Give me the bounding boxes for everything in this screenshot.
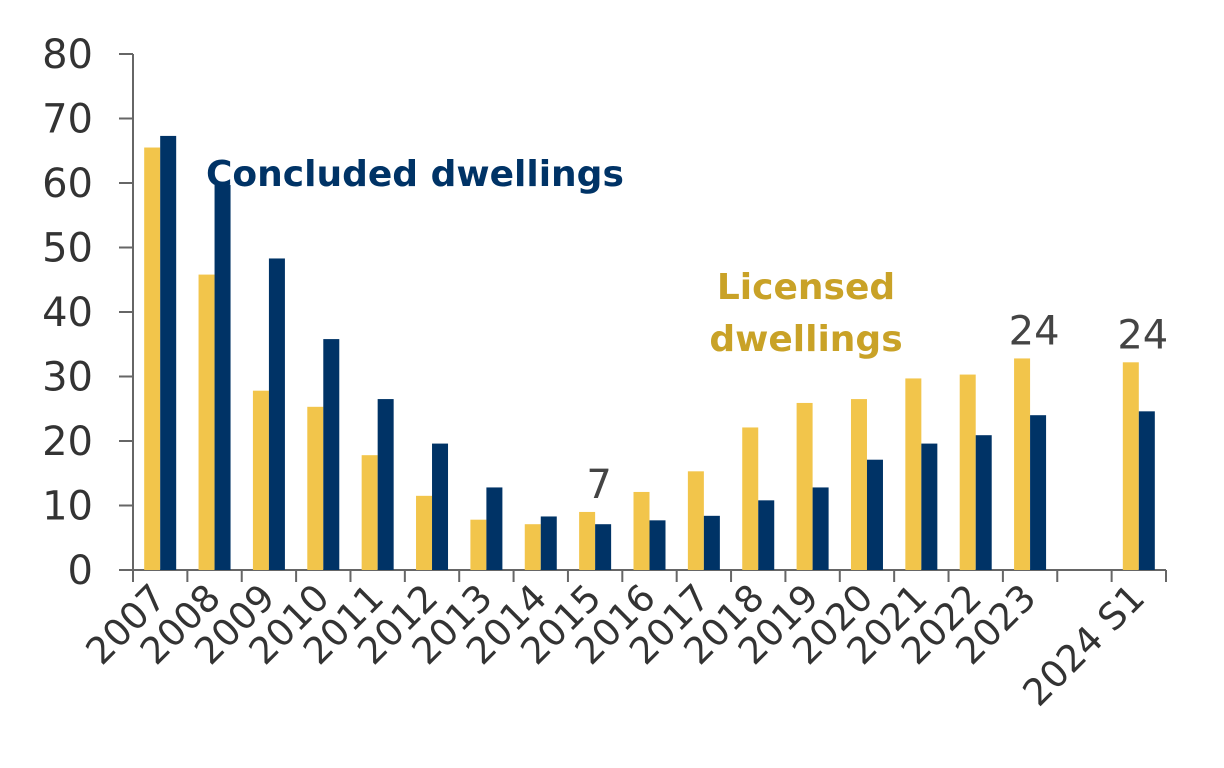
concluded-bar (160, 135, 177, 571)
concluded-bar (921, 443, 938, 570)
licensed-bar (1014, 358, 1031, 570)
concluded-bar (323, 339, 340, 570)
x-tick-label: 2024 S1 (1015, 576, 1154, 715)
concluded-bar (1030, 415, 1047, 570)
licensed-bar (252, 390, 269, 570)
licensed-bar (579, 511, 596, 570)
licensed-bar (742, 427, 759, 570)
licensed-bar (959, 374, 976, 570)
licensed-bar (198, 274, 215, 570)
concluded-bar (595, 524, 612, 570)
licensed-dwellings-label-line1: Licensed (717, 267, 895, 308)
y-tick-label: 30 (42, 355, 93, 401)
concluded-bar (268, 258, 285, 570)
licensed-bar (850, 399, 867, 570)
licensed-bar (905, 378, 922, 570)
y-axis: 0 10 20 30 40 50 60 70 80 (42, 32, 134, 594)
y-tick-label: 50 (42, 226, 93, 272)
concluded-bar (486, 487, 503, 570)
licensed-bar (307, 406, 324, 570)
y-tick-label: 20 (42, 419, 93, 465)
concluded-bar (758, 500, 775, 570)
y-tick-label: 40 (42, 290, 93, 336)
concluded-bar (975, 435, 992, 570)
x-axis: 2007200820092010201120122013201420152016… (78, 569, 1167, 715)
licensed-bar (524, 524, 541, 570)
concluded-bar (649, 520, 666, 570)
concluded-bar (1138, 411, 1155, 570)
licensed-bar (361, 455, 378, 570)
concluded-bar (866, 459, 883, 570)
licensed-dwellings-label-line2: dwellings (709, 319, 902, 360)
licensed-bar (687, 471, 704, 570)
value-annotation: 7 (586, 462, 611, 508)
y-tick-label: 60 (42, 161, 93, 207)
concluded-dwellings-label: Concluded dwellings (206, 154, 624, 195)
y-tick-label: 70 (42, 97, 93, 143)
value-annotation: 24 (1117, 312, 1168, 358)
y-tick-label: 80 (42, 32, 93, 78)
value-annotation: 24 (1009, 308, 1060, 354)
licensed-bar (796, 402, 813, 570)
concluded-bar (703, 515, 720, 570)
concluded-bar (377, 399, 394, 570)
concluded-bar (540, 516, 557, 570)
licensed-bar (470, 519, 487, 570)
bars (144, 135, 1155, 571)
y-tick-label: 0 (68, 548, 93, 594)
annotations: 7 24 24 (586, 308, 1168, 508)
concluded-bar (214, 184, 231, 570)
series-labels: Concluded dwellings Licensed dwellings (206, 154, 903, 360)
licensed-bar (1122, 362, 1139, 570)
licensed-bar (416, 495, 433, 570)
y-tick-label: 10 (42, 484, 93, 530)
concluded-bar (812, 487, 829, 570)
concluded-bar (432, 443, 449, 570)
licensed-bar (633, 491, 650, 570)
licensed-bar (144, 147, 161, 570)
